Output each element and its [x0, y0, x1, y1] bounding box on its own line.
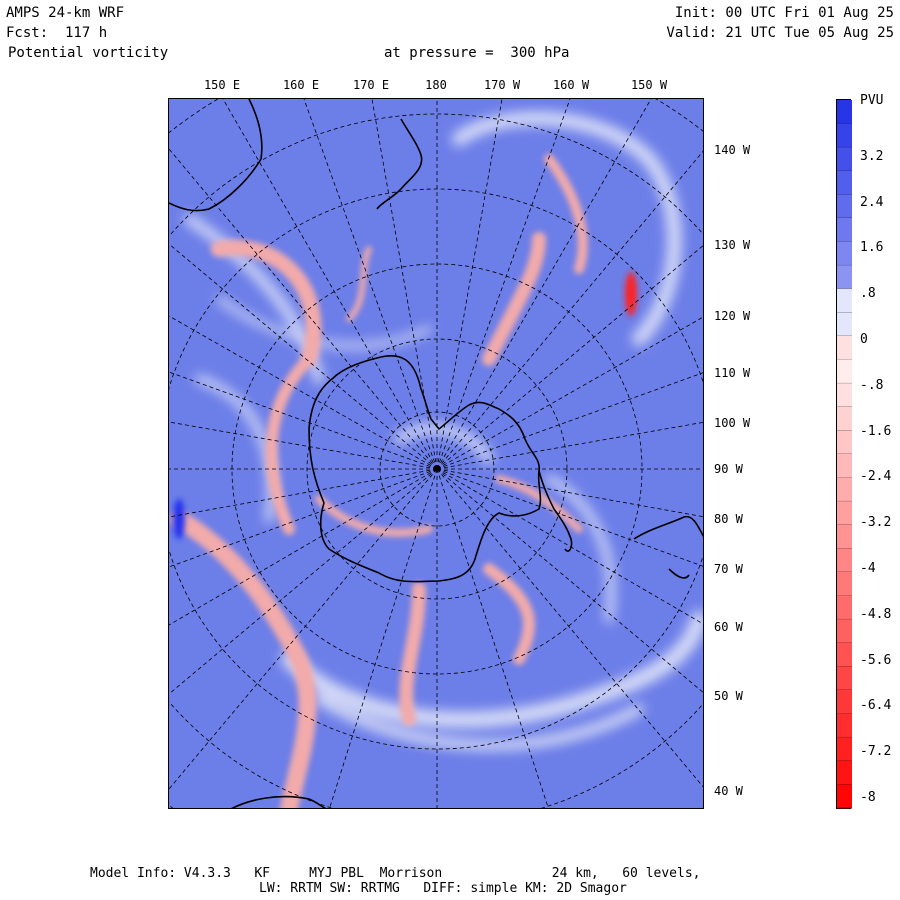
colorbar-tick-label: -7.2	[860, 744, 892, 759]
lon-label-right: 40 W	[714, 784, 743, 798]
lon-label-top: 170 W	[483, 78, 521, 92]
colorbar-segment	[837, 454, 852, 479]
lon-label-right: 100 W	[714, 416, 751, 430]
colorbar-tick-label: 1.6	[860, 240, 884, 255]
coastlines	[169, 99, 703, 808]
lon-label-right: 70 W	[714, 562, 743, 576]
australia-coast	[169, 99, 263, 212]
colorbar-segment	[837, 383, 852, 408]
lon-label-right: 110 W	[714, 366, 751, 380]
colorbar-segment	[837, 642, 852, 667]
colorbar-segment	[837, 477, 852, 502]
colorbar-tick-label: -3.2	[860, 515, 892, 530]
colorbar-tick-label: 3.2	[860, 149, 884, 164]
lon-label-top: 160 W	[552, 78, 590, 92]
lon-label-right: 130 W	[714, 238, 751, 252]
south-america-coast	[668, 568, 690, 579]
lon-label-top: 170 E	[352, 78, 390, 92]
colorbar-tick-label: .8	[860, 286, 876, 301]
antarctic-peninsula-coast	[538, 470, 573, 552]
colorbar-segment	[837, 241, 852, 266]
colorbar-segment	[837, 737, 852, 762]
lon-label-right: 80 W	[714, 512, 743, 526]
colorbar-tick-label: -8	[860, 790, 876, 805]
colorbar-segment	[837, 430, 852, 455]
model-title: AMPS 24-km WRF	[6, 5, 125, 21]
lon-label-right: 50 W	[714, 689, 743, 703]
colorbar-segment	[837, 760, 852, 785]
pv-filaments-light	[184, 111, 703, 751]
colorbar-segment	[837, 690, 852, 715]
lon-label-top: 150 W	[630, 78, 668, 92]
graticule	[169, 99, 703, 808]
colorbar-segment	[837, 218, 852, 243]
field-name: Potential vorticity	[8, 45, 169, 61]
init-time: Init: 00 UTC Fri 01 Aug 25	[674, 5, 894, 21]
colorbar-segment	[837, 572, 852, 597]
colorbar-segment	[837, 713, 852, 738]
colorbar-segment	[837, 406, 852, 431]
pv-map-canvas	[169, 99, 703, 808]
colorbar-segment	[837, 170, 852, 195]
colorbar-segment	[837, 619, 852, 644]
colorbar-segment	[837, 548, 852, 573]
lon-label-right: 140 W	[714, 143, 751, 157]
pressure-level: at pressure = 300 hPa	[384, 45, 570, 61]
colorbar-tick-label: 2.4	[860, 195, 884, 210]
colorbar-gradient	[837, 100, 852, 809]
colorbar-tick-label: -4	[860, 561, 876, 576]
field-background	[169, 99, 703, 808]
lon-label-top: 160 E	[282, 78, 320, 92]
lon-label-top: 180	[425, 78, 447, 92]
valid-time: Valid: 21 UTC Tue 05 Aug 25	[666, 25, 894, 41]
lon-label-right: 60 W	[714, 620, 743, 634]
colorbar-tick-label: -6.4	[860, 698, 892, 713]
colorbar-tick-label: -2.4	[860, 469, 892, 484]
colorbar-segment	[837, 147, 852, 172]
colorbar-segment	[837, 265, 852, 290]
forecast-hour: Fcst: 117 h	[6, 25, 108, 41]
model-info-line1: Model Info: V4.3.3 KF MYJ PBL Morrison 2…	[90, 866, 701, 881]
colorbar-segment	[837, 288, 852, 313]
colorbar-segment	[837, 784, 852, 809]
colorbar-tick-label: -1.6	[860, 424, 892, 439]
colorbar-tick-label: -5.6	[860, 653, 892, 668]
lon-label-right: 90 W	[714, 462, 743, 476]
lon-label-right: 120 W	[714, 309, 751, 323]
colorbar-segment	[837, 100, 852, 125]
colorbar-tick-label: -4.8	[860, 607, 892, 622]
colorbar-segment	[837, 501, 852, 526]
colorbar-segment	[837, 123, 852, 148]
colorbar-tick-label: 0	[860, 332, 868, 347]
pv-map	[168, 98, 704, 809]
model-info-line2: LW: RRTM SW: RRTMG DIFF: simple KM: 2D S…	[259, 881, 627, 896]
new-zealand-coast	[376, 118, 423, 210]
pv-filaments-pink	[170, 154, 588, 808]
colorbar-segment	[837, 524, 852, 549]
colorbar-segment	[837, 194, 852, 219]
pv-maximum	[173, 272, 637, 539]
colorbar-segment	[837, 359, 852, 384]
colorbar-segment	[837, 312, 852, 337]
antarctica-coast	[308, 354, 542, 583]
colorbar-unit: PVU	[860, 93, 884, 108]
colorbar-tick-label: -.8	[860, 378, 884, 393]
south-america-coast	[633, 515, 703, 540]
colorbar-segment	[837, 336, 852, 361]
africa-coast	[231, 795, 327, 808]
colorbar-segment	[837, 666, 852, 691]
lon-label-top: 150 E	[203, 78, 241, 92]
colorbar-segment	[837, 595, 852, 620]
colorbar	[836, 99, 852, 809]
